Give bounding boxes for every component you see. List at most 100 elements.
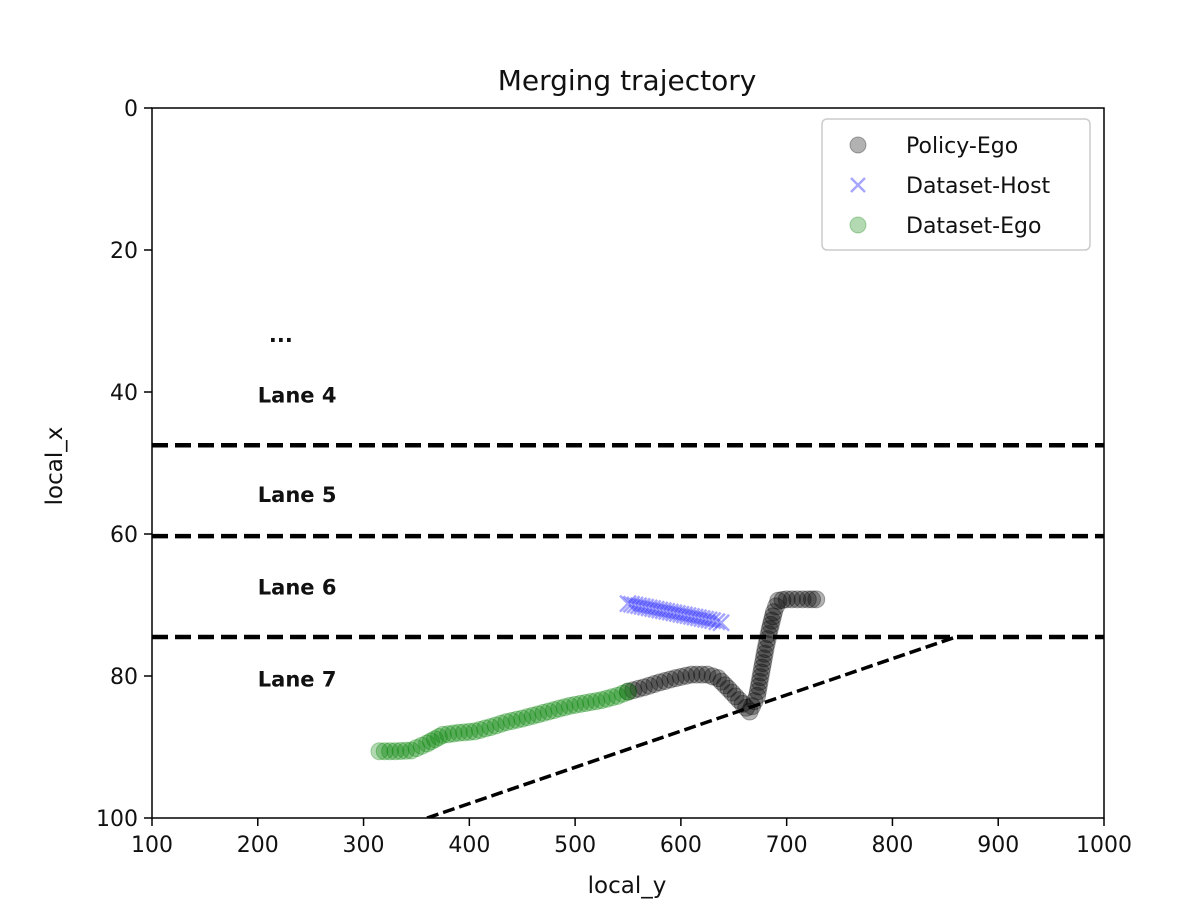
dataset-ego-point-31 <box>529 705 548 724</box>
annotation-label-3: Lane 5 <box>258 483 337 507</box>
dataset-ego-point-7 <box>407 739 426 758</box>
dataset-ego-point-26 <box>502 711 521 730</box>
dataset-ego-point-20 <box>470 720 489 739</box>
series-policy-ego <box>619 590 826 721</box>
dataset-ego-point-45 <box>603 688 622 707</box>
series-dataset-host <box>619 594 730 632</box>
policy-ego-point-0 <box>619 682 637 701</box>
dataset-ego-point-25 <box>497 713 516 732</box>
dataset-ego-point-17 <box>455 723 474 742</box>
policy-ego-point-34 <box>752 663 771 682</box>
dataset-ego-point-44 <box>597 689 616 708</box>
policy-ego-point-55 <box>798 590 817 609</box>
dataset-host-point-1 <box>622 595 641 614</box>
dataset-ego-point-42 <box>587 692 606 711</box>
dataset-ego-point-6 <box>402 741 421 760</box>
dataset-host-point-7 <box>643 599 662 618</box>
dataset-host-point-17 <box>679 606 697 625</box>
dataset-host-point-4 <box>633 597 651 616</box>
dataset-ego-point-34 <box>544 701 563 720</box>
dataset-host-point-8 <box>647 600 666 619</box>
policy-ego-point-1 <box>624 681 643 700</box>
policy-ego-point-53 <box>788 590 807 609</box>
dataset-ego-point-15 <box>444 724 463 743</box>
dataset-ego-point-24 <box>492 714 511 733</box>
dataset-host-point-13 <box>664 603 683 622</box>
policy-ego-point-46 <box>763 607 782 626</box>
dataset-host-point-22 <box>696 610 715 629</box>
dataset-ego-point-5 <box>396 741 415 760</box>
policy-ego-point-24 <box>733 694 752 713</box>
policy-ego-point-13 <box>687 665 706 684</box>
dataset-ego-point-39 <box>571 694 590 713</box>
policy-ego-point-16 <box>703 667 722 686</box>
dataset-host-point-20 <box>689 608 708 627</box>
y-tick-label-0: 0 <box>124 97 138 122</box>
policy-ego-point-36 <box>753 654 772 673</box>
dataset-ego-point-14 <box>439 725 458 744</box>
policy-ego-point-4 <box>640 676 659 695</box>
policy-ego-point-29 <box>748 686 767 705</box>
dataset-ego-point-29 <box>518 708 537 727</box>
dataset-ego-point-2 <box>381 742 399 761</box>
policy-ego-point-44 <box>761 615 780 634</box>
dataset-ego-point-43 <box>592 691 611 710</box>
dataset-ego-point-11 <box>425 730 444 749</box>
policy-ego-point-37 <box>754 649 773 668</box>
dataset-ego-point-33 <box>539 702 558 721</box>
dataset-ego-point-21 <box>476 719 495 738</box>
policy-ego-point-47 <box>764 603 783 622</box>
policy-ego-point-18 <box>712 672 731 691</box>
plot-frame <box>151 107 1105 819</box>
policy-ego-point-45 <box>762 611 781 630</box>
dataset-ego-point-28 <box>513 709 532 728</box>
policy-ego-point-14 <box>693 665 712 684</box>
dataset-ego-point-41 <box>581 693 600 712</box>
policy-ego-point-42 <box>759 625 778 644</box>
dataset-host-point-15 <box>672 605 690 624</box>
dataset-ego-point-36 <box>555 698 574 717</box>
policy-ego-point-3 <box>634 678 653 697</box>
dataset-ego-point-47 <box>613 684 632 703</box>
x-axis-title: local_y <box>588 873 667 899</box>
policy-ego-point-57 <box>807 590 826 609</box>
x-tick-label-700: 700 <box>766 833 808 858</box>
dataset-host-point-11 <box>657 602 676 621</box>
policy-ego-point-7 <box>656 671 675 690</box>
y-tick-label-40: 40 <box>110 381 138 406</box>
y-tick-label-60: 60 <box>110 523 138 548</box>
policy-ego-point-40 <box>757 635 776 654</box>
dataset-host-point-25 <box>707 612 726 631</box>
policy-ego-point-28 <box>745 692 764 711</box>
dataset-host-point-0 <box>619 594 637 613</box>
y-tick-label-20: 20 <box>110 239 138 264</box>
policy-ego-point-31 <box>749 677 768 696</box>
dataset-ego-point-0 <box>370 742 389 761</box>
policy-ego-point-48 <box>767 597 786 616</box>
dataset-ego-point-12 <box>429 728 448 747</box>
dataset-ego-point-13 <box>433 725 452 744</box>
annotation-label-1: ... <box>269 323 293 347</box>
policy-ego-point-21 <box>723 683 742 702</box>
dataset-ego-point-46 <box>608 686 627 705</box>
dataset-host-point-23 <box>700 611 718 629</box>
policy-ego-point-33 <box>751 668 770 687</box>
policy-ego-point-38 <box>755 644 774 663</box>
policy-ego-point-2 <box>629 679 648 698</box>
dataset-ego-point-37 <box>560 696 579 715</box>
series-dataset-ego <box>370 682 637 761</box>
policy-ego-point-35 <box>753 658 772 677</box>
dataset-host-point-6 <box>640 598 659 617</box>
legend-label-dataset-host: Dataset-Host <box>906 174 1051 199</box>
policy-ego-point-51 <box>777 590 796 609</box>
dataset-host-point-24 <box>703 611 722 630</box>
legend-label-policy-ego: Policy-Ego <box>906 134 1018 159</box>
dataset-ego-point-1 <box>375 742 394 761</box>
dataset-host-point-10 <box>654 601 673 620</box>
policy-ego-point-12 <box>682 665 701 684</box>
dataset-ego-point-16 <box>449 723 468 742</box>
dataset-ego-point-48 <box>619 682 637 701</box>
dataset-ego-point-3 <box>386 742 405 761</box>
policy-ego-point-27 <box>743 697 762 716</box>
